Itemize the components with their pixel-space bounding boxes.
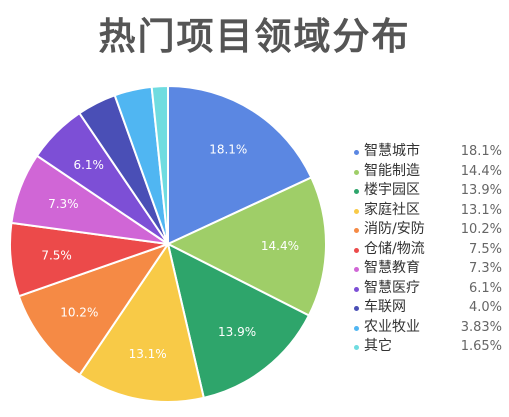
legend-label: 车联网 — [364, 299, 406, 315]
legend-value: 7.5% — [468, 241, 502, 257]
legend-label: 智慧医疗 — [364, 279, 420, 296]
legend-item: 农业牧业 3.83% — [354, 318, 504, 338]
legend-swatch — [354, 286, 359, 292]
legend-item: 消防/安防 10.2% — [354, 220, 504, 240]
legend-swatch — [354, 325, 359, 331]
legend-value: 1.65% — [460, 339, 502, 354]
pie-slice — [78, 241, 205, 403]
chart-title: 热门项目领域分布 — [98, 15, 411, 58]
legend-value: 6.1% — [468, 280, 502, 296]
slice-label: 13.9% — [218, 325, 256, 339]
slice-label: 13.1% — [129, 347, 167, 361]
legend-label: 家庭社区 — [364, 201, 420, 218]
pie-slice — [17, 242, 171, 377]
slice-label: 10.2% — [60, 305, 98, 319]
legend-swatch — [354, 267, 359, 272]
legend-label: 农业牧业 — [364, 318, 420, 335]
legend-value: 13.9% — [460, 183, 502, 198]
slice-label: 14.4% — [261, 239, 299, 253]
legend-label: 智慧城市 — [364, 143, 420, 159]
slice-label: 6.1% — [73, 158, 104, 172]
pie-slice — [150, 84, 169, 245]
legend-swatch — [354, 345, 359, 350]
legend-label: 智慧教育 — [364, 260, 420, 276]
legend: 智慧城市 18.1% 智能制造 14.4% 楼宇园区 13.9% 家庭社区 13… — [354, 142, 504, 357]
legend-label: 其它 — [364, 338, 392, 354]
legend-swatch — [354, 306, 359, 311]
legend-item: 车联网 4.0% — [354, 298, 504, 318]
legend-swatch — [354, 228, 359, 233]
legend-swatch — [354, 208, 359, 214]
legend-label: 消防/安防 — [364, 221, 425, 237]
legend-value: 10.2% — [460, 222, 502, 237]
legend-label: 楼宇园区 — [364, 182, 420, 198]
legend-item: 其它 1.65% — [354, 337, 504, 357]
legend-swatch — [354, 247, 359, 253]
pie-slice — [166, 242, 311, 400]
legend-item: 家庭社区 13.1% — [354, 201, 504, 221]
slice-label: 7.3% — [48, 197, 79, 211]
legend-swatch — [354, 169, 359, 175]
legend-item: 智慧教育 7.3% — [354, 259, 504, 279]
legend-label: 智能制造 — [364, 162, 420, 179]
legend-item: 智能制造 14.4% — [354, 162, 504, 182]
legend-item: 仓储/物流 7.5% — [354, 240, 504, 260]
legend-item: 智慧医疗 6.1% — [354, 279, 504, 299]
legend-value: 3.83% — [460, 319, 502, 335]
legend-swatch — [354, 189, 359, 194]
slice-label: 18.1% — [209, 143, 247, 157]
legend-value: 18.1% — [460, 144, 502, 159]
legend-label: 仓储/物流 — [364, 240, 425, 257]
legend-value: 7.3% — [468, 261, 502, 276]
legend-item: 楼宇园区 13.9% — [354, 181, 504, 201]
legend-value: 4.0% — [468, 300, 502, 315]
pie-slice — [165, 176, 327, 317]
slice-label: 7.5% — [41, 248, 72, 262]
legend-item: 智慧城市 18.1% — [354, 142, 504, 162]
pie-slice — [167, 84, 313, 246]
legend-value: 14.4% — [460, 163, 502, 179]
legend-swatch — [354, 150, 359, 155]
legend-value: 13.1% — [460, 202, 502, 218]
